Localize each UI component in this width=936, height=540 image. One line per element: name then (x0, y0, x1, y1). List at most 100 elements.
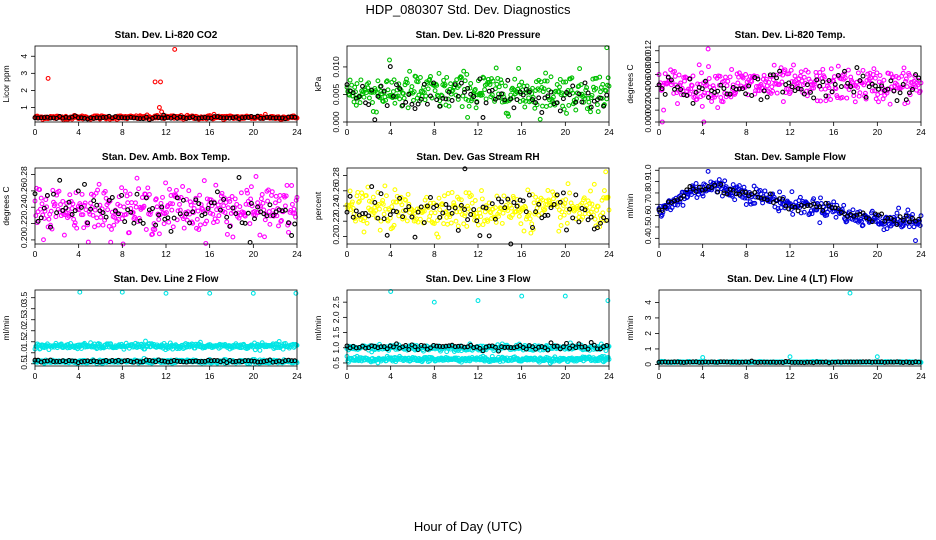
data-point (257, 347, 263, 353)
data-point (910, 360, 915, 365)
data-point (81, 225, 87, 231)
data-point (465, 217, 471, 223)
data-point (589, 201, 595, 207)
data-point (434, 343, 440, 349)
data-point (820, 359, 826, 365)
data-points (32, 174, 300, 247)
data-point (916, 359, 922, 365)
data-point (570, 83, 576, 89)
data-point (163, 210, 169, 216)
data-point (42, 208, 48, 214)
data-point (199, 359, 205, 364)
data-point (406, 204, 412, 210)
data-point (502, 345, 508, 350)
y-tick-label: 2.0 (331, 311, 341, 323)
data-point (520, 198, 526, 204)
data-point (804, 203, 810, 209)
data-point (289, 358, 295, 364)
data-point (366, 95, 372, 101)
data-point (672, 68, 677, 74)
data-point (266, 209, 272, 215)
data-point (900, 70, 906, 76)
data-point (727, 91, 733, 97)
data-point (599, 354, 605, 359)
data-point (798, 360, 804, 365)
data-point (749, 79, 755, 84)
data-point (75, 115, 81, 121)
data-point (882, 221, 888, 227)
data-point (289, 233, 295, 238)
data-point (588, 109, 593, 115)
data-point (818, 195, 823, 201)
data-point (664, 81, 670, 87)
data-point (369, 349, 375, 355)
data-point (82, 358, 87, 364)
data-point (869, 80, 874, 86)
y-tick-label: 2.5 (331, 296, 341, 308)
data-point (224, 360, 230, 366)
data-point (541, 86, 547, 92)
data-point (743, 91, 749, 97)
data-point (814, 207, 820, 213)
data-point (455, 96, 461, 102)
data-point (100, 115, 106, 120)
data-point (523, 209, 529, 215)
data-point (702, 186, 708, 192)
data-point (792, 73, 798, 79)
data-point (403, 207, 409, 213)
data-point (814, 77, 820, 83)
data-point (743, 202, 749, 207)
data-point (486, 233, 492, 239)
y-tick-label: 2.0 (19, 325, 29, 337)
data-point (273, 341, 279, 347)
data-point (879, 359, 885, 365)
data-point (542, 345, 548, 351)
data-point (520, 92, 526, 98)
data-point (63, 114, 69, 120)
data-point (421, 220, 427, 226)
data-point (377, 206, 382, 212)
data-point (891, 88, 897, 94)
y-tick-label: 0.8 (643, 187, 653, 199)
data-point (782, 67, 788, 73)
data-point (900, 360, 906, 365)
data-point (519, 79, 525, 85)
data-point (85, 222, 91, 228)
outlier-point (158, 79, 163, 85)
data-point (353, 102, 359, 108)
data-point (841, 202, 847, 208)
data-point (586, 99, 592, 105)
data-point (474, 99, 480, 105)
data-point (900, 217, 906, 223)
panel-3: Stan. Dev. Li-820 Temp.degrees C0 4 8 12 16 2… (625, 30, 926, 137)
data-point (480, 348, 486, 354)
data-point (683, 189, 689, 195)
data-point (190, 209, 196, 215)
data-point (729, 67, 735, 72)
data-point (363, 211, 368, 216)
data-point (392, 100, 398, 106)
data-point (180, 197, 186, 203)
data-point (482, 218, 488, 224)
outlier-point (605, 298, 611, 304)
outlier-point (161, 112, 167, 118)
data-point (505, 208, 511, 213)
data-point (270, 115, 276, 121)
data-point (383, 193, 389, 199)
data-point (820, 79, 826, 85)
data-point (401, 95, 407, 101)
data-point (492, 216, 498, 222)
data-point (690, 73, 696, 79)
data-point (449, 190, 455, 195)
data-point (573, 107, 579, 113)
y-axis-label: ml/min (313, 315, 323, 340)
data-point (894, 98, 900, 104)
data-point (873, 96, 879, 102)
data-point (531, 200, 537, 206)
data-point (258, 115, 264, 121)
data-point (97, 359, 103, 365)
data-point (675, 359, 680, 365)
data-point (381, 216, 387, 222)
data-point (289, 201, 295, 207)
data-point (174, 358, 180, 364)
